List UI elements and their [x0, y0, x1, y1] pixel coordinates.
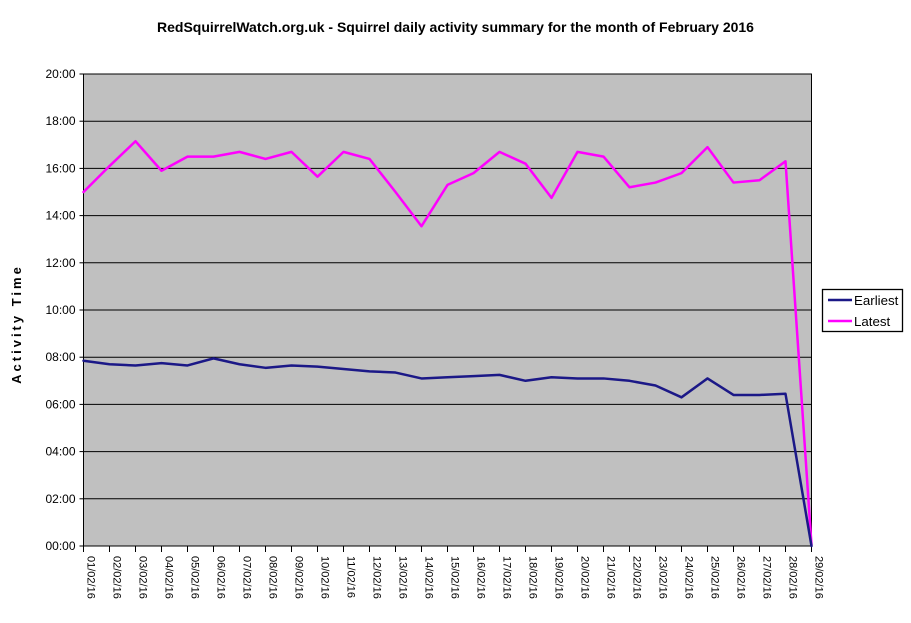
svg-text:14/02/16: 14/02/16 — [423, 556, 435, 599]
svg-text:02:00: 02:00 — [45, 492, 75, 506]
svg-text:25/02/16: 25/02/16 — [709, 556, 721, 599]
svg-text:18:00: 18:00 — [45, 114, 75, 128]
svg-text:20/02/16: 20/02/16 — [579, 556, 591, 599]
svg-text:27/02/16: 27/02/16 — [761, 556, 773, 599]
svg-text:17/02/16: 17/02/16 — [501, 556, 513, 599]
svg-text:15/02/16: 15/02/16 — [449, 556, 461, 599]
svg-text:20:00: 20:00 — [45, 67, 75, 81]
svg-text:16/02/16: 16/02/16 — [475, 556, 487, 599]
svg-text:18/02/16: 18/02/16 — [527, 556, 539, 599]
svg-text:04/02/16: 04/02/16 — [163, 556, 175, 599]
svg-text:05/02/16: 05/02/16 — [189, 556, 201, 599]
svg-text:08/02/16: 08/02/16 — [267, 556, 279, 599]
svg-text:06/02/16: 06/02/16 — [215, 556, 227, 599]
svg-text:00:00: 00:00 — [45, 539, 75, 553]
svg-text:10/02/16: 10/02/16 — [319, 556, 331, 599]
svg-text:22/02/16: 22/02/16 — [631, 556, 643, 599]
svg-text:19/02/16: 19/02/16 — [553, 556, 565, 599]
svg-text:16:00: 16:00 — [45, 161, 75, 175]
svg-text:08:00: 08:00 — [45, 350, 75, 364]
svg-text:03/02/16: 03/02/16 — [137, 556, 149, 599]
svg-text:07/02/16: 07/02/16 — [241, 556, 253, 599]
svg-text:Latest: Latest — [854, 314, 891, 329]
svg-text:29/02/16: 29/02/16 — [813, 556, 825, 599]
svg-text:28/02/16: 28/02/16 — [787, 556, 799, 599]
svg-text:12:00: 12:00 — [45, 256, 75, 270]
svg-text:26/02/16: 26/02/16 — [735, 556, 747, 599]
svg-text:21/02/16: 21/02/16 — [605, 556, 617, 599]
svg-text:14:00: 14:00 — [45, 209, 75, 223]
svg-text:Activity Time: Activity Time — [9, 264, 24, 384]
svg-text:06:00: 06:00 — [45, 397, 75, 411]
svg-text:11/02/16: 11/02/16 — [345, 556, 357, 598]
svg-text:10:00: 10:00 — [45, 303, 75, 317]
svg-text:04:00: 04:00 — [45, 445, 75, 459]
svg-text:13/02/16: 13/02/16 — [397, 556, 409, 599]
svg-text:Earliest: Earliest — [854, 293, 899, 308]
svg-text:23/02/16: 23/02/16 — [657, 556, 669, 599]
svg-text:01/02/16: 01/02/16 — [85, 556, 97, 599]
svg-text:12/02/16: 12/02/16 — [371, 556, 383, 599]
svg-text:24/02/16: 24/02/16 — [683, 556, 695, 599]
svg-text:09/02/16: 09/02/16 — [293, 556, 305, 599]
svg-text:02/02/16: 02/02/16 — [111, 556, 123, 599]
